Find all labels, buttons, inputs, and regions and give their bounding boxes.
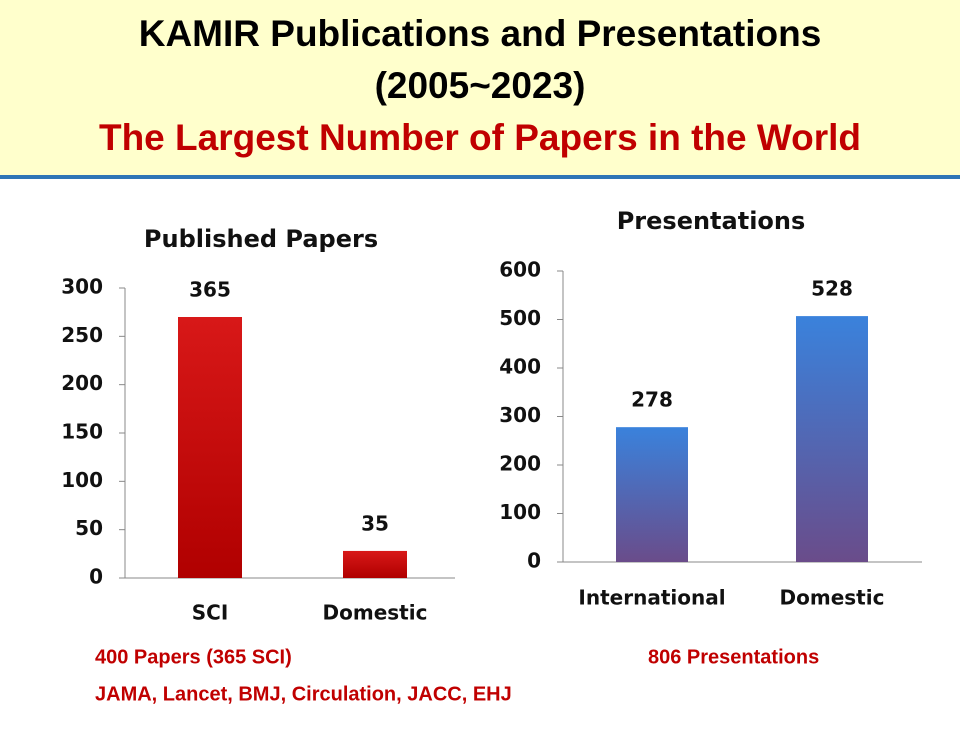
header-rule [0,175,960,179]
y-tick-label: 100 [61,468,103,492]
x-tick-label: Domestic [780,586,885,610]
bar-annotation: 365 [189,278,231,302]
y-tick-label: 150 [61,420,103,444]
chart-title: Published Papers [144,225,378,253]
y-tick-label: 600 [499,258,541,282]
y-tick-label: 400 [499,355,541,379]
y-tick-label: 200 [499,452,541,476]
y-tick-label: 300 [499,403,541,427]
chart-title: Presentations [617,207,806,235]
x-tick-label: Domestic [323,601,428,625]
y-tick-label: 300 [61,275,103,299]
bar [178,317,242,578]
journals-note: JAMA, Lancet, BMJ, Circulation, JACC, EH… [95,683,512,705]
y-tick-label: 500 [499,306,541,330]
bar-annotation: 278 [631,388,673,412]
y-tick-label: 50 [75,516,103,540]
y-tick-label: 0 [89,565,103,589]
title: KAMIR Publications and Presentations [139,13,822,54]
x-tick-label: International [578,586,725,610]
y-tick-label: 250 [61,323,103,347]
presentations-note: 806 Presentations [648,646,819,668]
header-background [0,0,960,175]
y-tick-label: 0 [527,549,541,573]
bar [796,316,868,562]
bar-annotation: 35 [361,511,389,535]
bar [343,550,407,578]
papers-note: 400 Papers (365 SCI) [95,646,292,668]
bar [616,427,688,562]
bar-annotation: 528 [811,277,853,301]
y-tick-label: 100 [499,500,541,524]
subtitle: (2005~2023) [375,65,586,106]
y-tick-label: 200 [61,371,103,395]
headline: The Largest Number of Papers in the Worl… [99,117,861,158]
x-tick-label: SCI [192,601,229,625]
